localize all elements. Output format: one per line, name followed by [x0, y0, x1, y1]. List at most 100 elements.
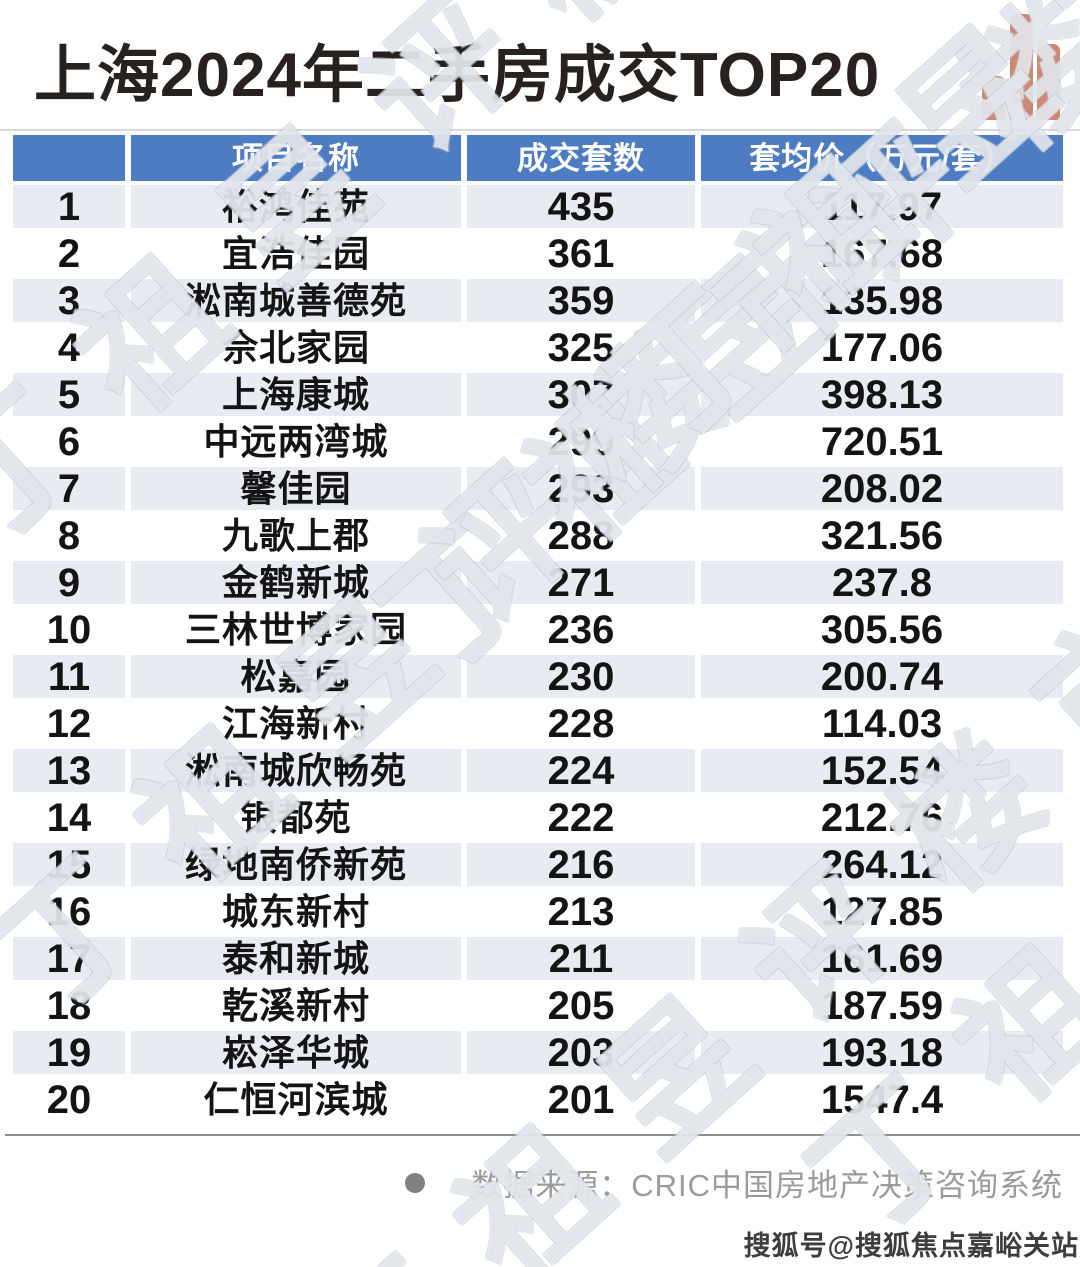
project-name-cell: 仁恒河滨城	[131, 1078, 461, 1121]
data-source-text: 数据来源：CRIC中国房地产决策咨询系统	[471, 1168, 1063, 1203]
count-cell: 224	[467, 749, 695, 792]
count-cell: 293	[467, 467, 695, 510]
table-row: 18 乾溪新村 205 187.59	[13, 984, 1063, 1027]
rank-cell: 9	[13, 561, 125, 604]
project-name-cell: 馨佳园	[131, 467, 461, 510]
price-cell: 398.13	[701, 373, 1063, 416]
table-row: 1 裕鸿佳苑 435 117.97	[13, 185, 1063, 228]
title-bar: 上海2024年二手房成交TOP20	[0, 0, 1080, 131]
rank-cell: 1	[13, 185, 125, 228]
header-deal-count: 成交套数	[467, 135, 695, 181]
count-cell: 288	[467, 514, 695, 557]
rank-cell: 5	[13, 373, 125, 416]
price-cell: 114.03	[701, 702, 1063, 745]
count-cell: 361	[467, 232, 695, 275]
count-cell: 230	[467, 655, 695, 698]
project-name-cell: 三林世博家园	[131, 608, 461, 651]
sohu-watermark: 搜狐号@搜狐焦点嘉峪关站	[743, 1231, 1079, 1261]
rank-cell: 17	[13, 937, 125, 980]
rank-cell: 20	[13, 1078, 125, 1121]
price-cell: 177.06	[701, 326, 1063, 369]
count-cell: 216	[467, 843, 695, 886]
table-row: 9 金鹤新城 271 237.8	[13, 561, 1063, 604]
rank-cell: 16	[13, 890, 125, 933]
project-name-cell: 中远两湾城	[131, 420, 461, 463]
header-rank	[13, 135, 125, 181]
table-row: 3 淞南城善德苑 359 135.98	[13, 279, 1063, 322]
table-row: 8 九歌上郡 288 321.56	[13, 514, 1063, 557]
count-cell: 307	[467, 373, 695, 416]
table-row: 2 宜浩佳园 361 167.68	[13, 232, 1063, 275]
price-cell: 167.68	[701, 232, 1063, 275]
count-cell: 228	[467, 702, 695, 745]
price-cell: 135.98	[701, 279, 1063, 322]
rank-cell: 6	[13, 420, 125, 463]
bar-chart-icon-bar-tall	[1009, 14, 1033, 120]
count-cell: 205	[467, 984, 695, 1027]
project-name-cell: 金鹤新城	[131, 561, 461, 604]
table-row: 13 淞南城欣畅苑 224 152.54	[13, 749, 1063, 792]
ranking-table: 项目名称 成交套数 套均价（万元/套） 1 裕鸿佳苑 435 117.97 2 宜浩佳园…	[7, 131, 1069, 1125]
project-name-cell: 绿地南侨新苑	[131, 843, 461, 886]
rank-cell: 2	[13, 232, 125, 275]
rank-cell: 3	[13, 279, 125, 322]
table-row: 20 仁恒河滨城 201 1547.4	[13, 1078, 1063, 1121]
price-cell: 187.59	[701, 984, 1063, 1027]
price-cell: 305.56	[701, 608, 1063, 651]
count-cell: 435	[467, 185, 695, 228]
price-cell: 200.74	[701, 655, 1063, 698]
table-row: 7 馨佳园 293 208.02	[13, 467, 1063, 510]
table-row: 10 三林世博家园 236 305.56	[13, 608, 1063, 651]
bar-chart-icon	[982, 10, 1060, 120]
project-name-cell: 淞南城善德苑	[131, 279, 461, 322]
bullet-icon	[405, 1172, 426, 1193]
rank-cell: 19	[13, 1031, 125, 1074]
bottom-divider	[5, 1134, 1080, 1136]
price-cell: 237.8	[701, 561, 1063, 604]
price-cell: 193.18	[701, 1031, 1063, 1074]
table-row: 4 佘北家园 325 177.06	[13, 326, 1063, 369]
rank-cell: 13	[13, 749, 125, 792]
rank-cell: 8	[13, 514, 125, 557]
page-title: 上海2024年二手房成交TOP20	[34, 41, 881, 110]
table-row: 17 泰和新城 211 161.69	[13, 937, 1063, 980]
count-cell: 201	[467, 1078, 695, 1121]
project-name-cell: 泰和新城	[131, 937, 461, 980]
table-row: 6 中远两湾城 299 720.51	[13, 420, 1063, 463]
price-cell: 127.85	[701, 890, 1063, 933]
price-cell: 264.12	[701, 843, 1063, 886]
count-cell: 203	[467, 1031, 695, 1074]
header-avg-price: 套均价（万元/套）	[701, 135, 1063, 181]
count-cell: 325	[467, 326, 695, 369]
bar-chart-icon-bar-short	[982, 76, 1005, 120]
project-name-cell: 宜浩佳园	[131, 232, 461, 275]
project-name-cell: 城东新村	[131, 890, 461, 933]
price-cell: 161.69	[701, 937, 1063, 980]
price-cell: 212.76	[701, 796, 1063, 839]
count-cell: 359	[467, 279, 695, 322]
price-cell: 1547.4	[701, 1078, 1063, 1121]
table-row: 12 江海新村 228 114.03	[13, 702, 1063, 745]
table-row: 11 松嘉园 230 200.74	[13, 655, 1063, 698]
count-cell: 211	[467, 937, 695, 980]
count-cell: 222	[467, 796, 695, 839]
project-name-cell: 上海康城	[131, 373, 461, 416]
count-cell: 236	[467, 608, 695, 651]
price-cell: 208.02	[701, 467, 1063, 510]
project-name-cell: 九歌上郡	[131, 514, 461, 557]
header-project-name: 项目名称	[131, 135, 461, 181]
count-cell: 299	[467, 420, 695, 463]
price-cell: 321.56	[701, 514, 1063, 557]
table-row: 14 银都苑 222 212.76	[13, 796, 1063, 839]
table-row: 19 崧泽华城 203 193.18	[13, 1031, 1063, 1074]
project-name-cell: 裕鸿佳苑	[131, 185, 461, 228]
rank-cell: 15	[13, 843, 125, 886]
rank-cell: 10	[13, 608, 125, 651]
footer: 数据来源：CRIC中国房地产决策咨询系统	[0, 1160, 1080, 1205]
project-name-cell: 佘北家园	[131, 326, 461, 369]
bar-chart-icon-bar-medium	[1037, 44, 1060, 120]
rank-cell: 11	[13, 655, 125, 698]
table-row: 5 上海康城 307 398.13	[13, 373, 1063, 416]
count-cell: 271	[467, 561, 695, 604]
project-name-cell: 乾溪新村	[131, 984, 461, 1027]
